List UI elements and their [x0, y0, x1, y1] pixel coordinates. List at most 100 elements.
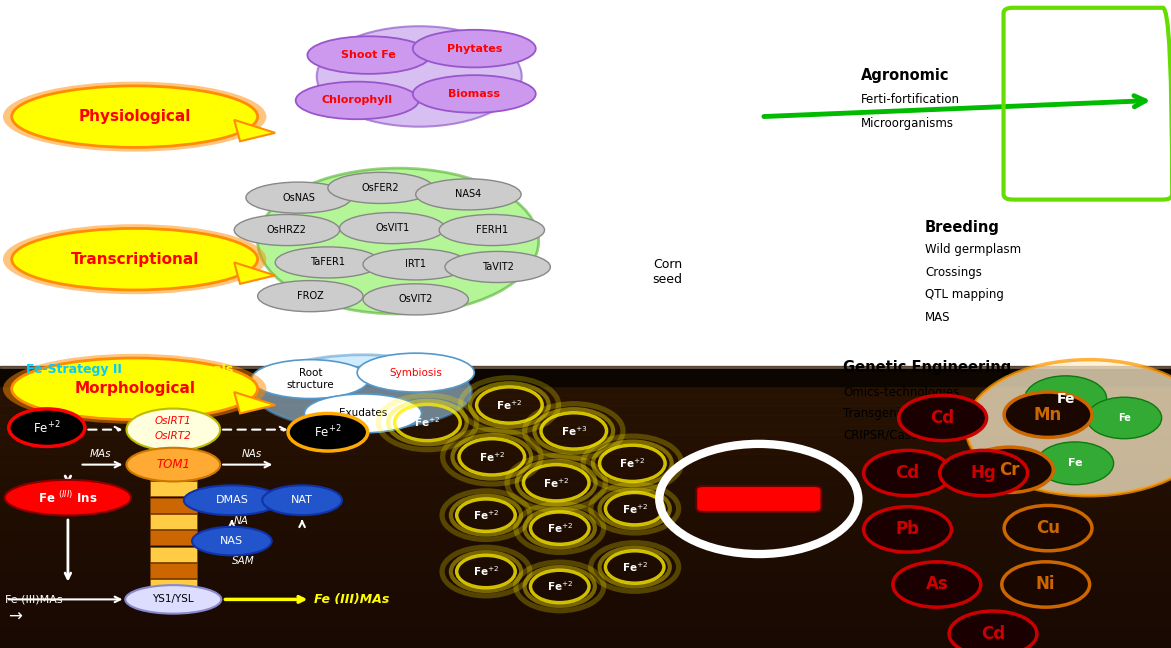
Ellipse shape — [8, 409, 85, 446]
Circle shape — [966, 360, 1171, 496]
Ellipse shape — [126, 408, 220, 451]
Ellipse shape — [288, 413, 368, 451]
Bar — [150, 400, 197, 415]
Circle shape — [1036, 442, 1114, 485]
Bar — [150, 432, 197, 448]
Text: TOM1: TOM1 — [156, 458, 191, 471]
Text: NAs: NAs — [241, 450, 262, 459]
Bar — [150, 563, 197, 578]
Bar — [0, 629, 1171, 638]
Ellipse shape — [1005, 505, 1091, 551]
Text: Fe$^{+2}$: Fe$^{+2}$ — [622, 502, 648, 516]
Text: OsNAS: OsNAS — [282, 192, 315, 203]
Bar — [0, 473, 1171, 483]
Bar — [0, 512, 1171, 522]
Text: FROZ: FROZ — [297, 291, 323, 301]
Text: Fe$^{+2}$: Fe$^{+2}$ — [619, 456, 645, 470]
Text: Phytates: Phytates — [446, 43, 502, 54]
Ellipse shape — [863, 450, 951, 496]
Bar — [0, 483, 1171, 492]
Text: Fe $^{(III)}$ Ins: Fe $^{(III)}$ Ins — [39, 490, 97, 505]
Bar — [0, 619, 1171, 629]
Text: TaFER1: TaFER1 — [310, 257, 345, 268]
Ellipse shape — [275, 247, 381, 278]
Bar — [0, 376, 1171, 386]
Text: NA: NA — [234, 516, 248, 526]
Text: Chlorophyll: Chlorophyll — [322, 95, 392, 106]
Text: Hg: Hg — [971, 464, 997, 482]
Bar — [0, 502, 1171, 512]
Text: SAM: SAM — [232, 555, 255, 566]
Text: Fe: Fe — [1118, 413, 1130, 423]
Bar — [0, 531, 1171, 541]
Bar — [0, 570, 1171, 580]
Text: Shoot Fe: Shoot Fe — [342, 50, 396, 60]
Bar — [0, 599, 1171, 609]
Bar — [0, 463, 1171, 473]
Text: TaVIT2: TaVIT2 — [481, 262, 514, 272]
Text: Agronomic: Agronomic — [861, 68, 950, 83]
Bar — [0, 590, 1171, 599]
Ellipse shape — [899, 395, 987, 441]
Bar — [150, 384, 197, 399]
Text: OsVIT2: OsVIT2 — [398, 294, 433, 305]
Text: MAs: MAs — [90, 450, 111, 459]
Text: Microorganisms: Microorganisms — [861, 117, 953, 130]
Text: Mn: Mn — [1034, 406, 1062, 424]
Text: Transcriptional: Transcriptional — [70, 251, 199, 267]
Text: OsHRZ2: OsHRZ2 — [267, 225, 307, 235]
Text: Biomass: Biomass — [448, 89, 500, 99]
Text: Fe-Strategy II: Fe-Strategy II — [26, 363, 122, 376]
Text: NAS: NAS — [220, 536, 244, 546]
FancyBboxPatch shape — [696, 486, 822, 512]
Text: Fe$^{+3}$: Fe$^{+3}$ — [561, 424, 587, 438]
Bar — [150, 596, 197, 610]
Ellipse shape — [304, 394, 422, 433]
Text: Pb: Pb — [896, 520, 919, 538]
Bar — [0, 366, 1171, 376]
Ellipse shape — [445, 251, 550, 283]
Ellipse shape — [126, 448, 220, 481]
Text: YS1/YSL: YS1/YSL — [152, 594, 194, 605]
Bar — [0, 492, 1171, 502]
Text: $\rightarrow$: $\rightarrow$ — [5, 605, 23, 623]
Text: IRT1: IRT1 — [405, 259, 426, 270]
Text: NAS4: NAS4 — [456, 189, 481, 200]
Ellipse shape — [295, 82, 419, 119]
Ellipse shape — [328, 172, 433, 203]
Ellipse shape — [357, 353, 474, 392]
Ellipse shape — [258, 281, 363, 312]
Ellipse shape — [416, 179, 521, 210]
Circle shape — [1025, 376, 1107, 421]
Text: Fe (III)MAs: Fe (III)MAs — [314, 593, 389, 606]
Ellipse shape — [892, 562, 981, 607]
Text: Symbiosis: Symbiosis — [389, 367, 443, 378]
Bar — [0, 580, 1171, 590]
Text: Fe: Fe — [1056, 391, 1075, 406]
Ellipse shape — [439, 214, 545, 246]
Text: Fe$^{+2}$: Fe$^{+2}$ — [543, 476, 569, 490]
Bar — [0, 386, 1171, 395]
Bar — [150, 465, 197, 480]
Text: Ni: Ni — [1036, 575, 1055, 594]
Text: Root
structure: Root structure — [287, 368, 334, 390]
Text: Fe$^{+2}$: Fe$^{+2}$ — [473, 564, 499, 579]
Text: Cd: Cd — [896, 464, 919, 482]
Text: Wild germplasm: Wild germplasm — [925, 243, 1021, 256]
Text: Fe: Fe — [1068, 458, 1082, 469]
Ellipse shape — [234, 214, 340, 246]
Bar — [150, 579, 197, 594]
Bar — [0, 369, 1171, 386]
Text: MAS: MAS — [925, 311, 951, 324]
Bar — [0, 551, 1171, 561]
Ellipse shape — [340, 213, 445, 244]
Text: Fe$^{+2}$: Fe$^{+2}$ — [473, 508, 499, 522]
Text: Physiological: Physiological — [78, 109, 191, 124]
Polygon shape — [234, 262, 275, 284]
Ellipse shape — [255, 355, 471, 430]
Text: Fe$^{+2}$: Fe$^{+2}$ — [314, 424, 342, 441]
Text: FERH1: FERH1 — [475, 225, 508, 235]
Text: Fe$^{+2}$: Fe$^{+2}$ — [415, 415, 440, 430]
Text: Cd: Cd — [931, 409, 954, 427]
Bar — [0, 434, 1171, 444]
